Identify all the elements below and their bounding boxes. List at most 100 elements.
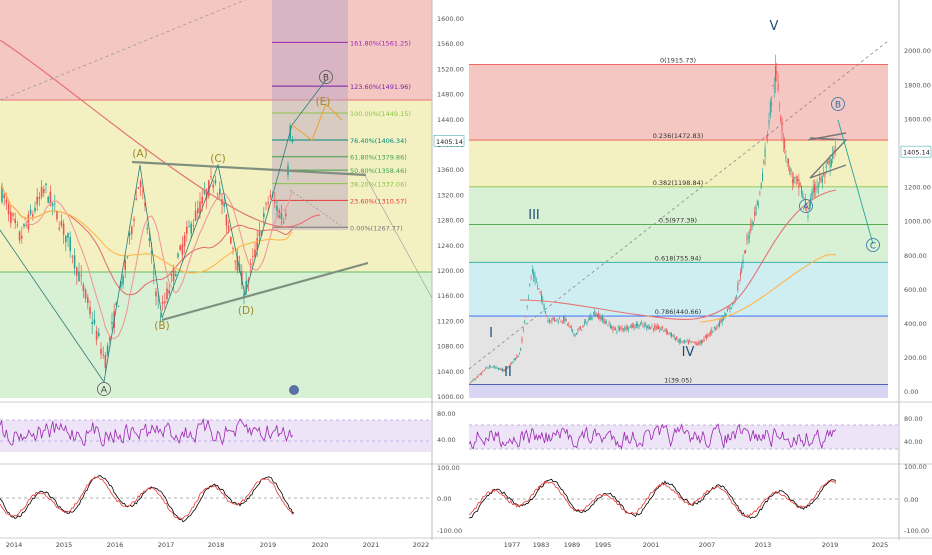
candle-body	[67, 232, 69, 238]
candle-body	[285, 214, 287, 217]
candle-body	[546, 315, 548, 317]
candle-body	[100, 348, 102, 354]
candle-body	[710, 332, 711, 334]
candle-body	[789, 167, 791, 175]
right-projection-line	[837, 119, 874, 245]
right-price-tag	[900, 145, 932, 158]
candle-body	[10, 211, 12, 224]
left-price-tick: 1520.00	[437, 65, 464, 73]
candle-body	[656, 325, 658, 330]
candle-body	[677, 340, 679, 342]
candle-body	[749, 235, 750, 237]
candle-body	[577, 330, 579, 332]
candle-body	[764, 147, 766, 158]
macd-axis-tick: 100.00	[437, 464, 460, 472]
candle-body	[522, 329, 524, 331]
candle-body	[730, 307, 732, 309]
candle-body	[832, 153, 834, 159]
left-price-tick: 1440.00	[437, 116, 464, 124]
candle-body	[607, 325, 609, 327]
candle-body	[776, 71, 778, 75]
candle-body	[790, 169, 792, 172]
candle-body	[594, 310, 596, 316]
right-year-label: 1977	[504, 541, 521, 549]
right-price-tick: 1600.00	[904, 115, 931, 123]
candle-body	[816, 186, 818, 187]
candle-body	[719, 320, 721, 327]
left-fib-label: 23.60%(1310.57)	[350, 197, 407, 205]
candle-body	[667, 331, 669, 334]
candle-body	[689, 340, 691, 342]
candle-body	[148, 238, 151, 241]
candle-body	[785, 155, 787, 158]
right-zone	[469, 64, 888, 141]
candle-body	[234, 260, 236, 262]
candle-body	[276, 205, 278, 211]
candle-body	[833, 149, 835, 153]
candle-body	[474, 379, 476, 380]
candle-body	[556, 318, 558, 320]
candle-body	[525, 315, 527, 317]
candle-body	[647, 325, 649, 329]
candle-body	[192, 225, 195, 227]
candle-body	[573, 333, 575, 336]
right-candles	[469, 54, 836, 385]
candle-body	[745, 250, 747, 254]
candle-body	[672, 335, 674, 337]
candle-body	[659, 328, 661, 331]
left-zone-yellow	[0, 100, 432, 272]
right-price-tick: 400.00	[904, 320, 927, 328]
right-price-tick: 2000.00	[904, 47, 931, 55]
candle-body	[541, 294, 542, 301]
candle-body	[820, 178, 822, 183]
candle-body	[131, 227, 133, 234]
candle-body	[572, 330, 574, 332]
candle-body	[798, 178, 800, 188]
candle-body	[763, 160, 765, 164]
candle-body	[599, 316, 601, 320]
candle-body	[225, 214, 228, 226]
rsi-axis-tick: 40.00	[437, 436, 456, 444]
candle-body	[806, 209, 808, 211]
rsi-axis-tick: 80.00	[904, 415, 923, 423]
candle-body	[473, 379, 475, 381]
left-price-tick: 1160.00	[437, 292, 464, 300]
candle-body	[827, 162, 828, 164]
candle-body	[778, 105, 780, 107]
left-price-tick: 1000.00	[437, 393, 464, 401]
right-price-tick: 1200.00	[904, 184, 931, 192]
candle-body	[633, 324, 635, 328]
candle-body	[157, 300, 159, 302]
candle-body	[188, 225, 190, 227]
candle-body	[62, 223, 65, 235]
candle-body	[256, 237, 258, 251]
candle-body	[715, 327, 717, 330]
candle-body	[155, 291, 157, 297]
candle-body	[247, 279, 250, 283]
candle-body	[179, 245, 181, 251]
candle-body	[58, 227, 60, 230]
candle-body	[78, 271, 80, 282]
candle-body	[698, 342, 700, 345]
right-year-label: 2019	[822, 541, 839, 549]
candle-body	[512, 362, 514, 363]
candle-body	[680, 339, 682, 342]
candle-body	[548, 319, 550, 323]
candle-body	[681, 342, 683, 343]
right-zone	[469, 140, 888, 187]
candle-body	[544, 311, 546, 314]
candle-body	[87, 297, 89, 304]
right-year-label: 2025	[872, 541, 889, 549]
right-current-price: 1405.14	[903, 149, 930, 157]
candle-body	[520, 348, 522, 351]
left-year-label: 2015	[56, 541, 73, 549]
candle-body	[743, 251, 745, 253]
candle-body	[802, 192, 804, 199]
candle-body	[658, 326, 659, 329]
rsi-axis-tick: 40.00	[904, 438, 923, 446]
candle-body	[32, 214, 34, 217]
candle-body	[71, 256, 74, 258]
candle-body	[476, 377, 477, 378]
candle-body	[720, 319, 722, 323]
